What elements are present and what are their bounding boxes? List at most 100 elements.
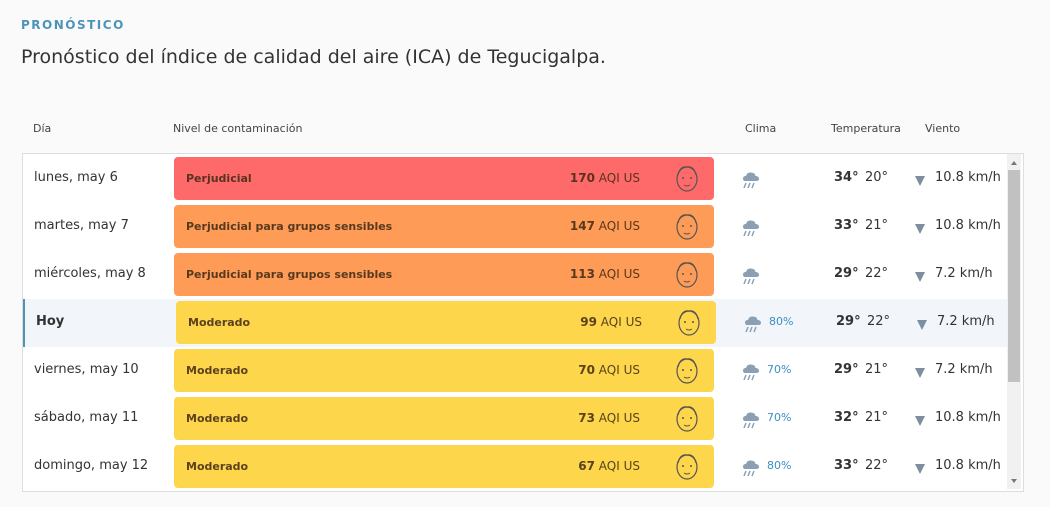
wind-direction bbox=[914, 172, 926, 191]
temp-high: 32° bbox=[834, 410, 859, 425]
wind-arrow bbox=[915, 416, 925, 426]
wind-arrow bbox=[915, 368, 925, 378]
face-icon bbox=[676, 214, 698, 240]
weather-icon bbox=[743, 364, 759, 381]
pollution-level: Moderado bbox=[188, 316, 251, 329]
weather bbox=[742, 315, 764, 337]
aqi-bar: Perjudicial 170 AQI US bbox=[174, 157, 714, 200]
forecast-row: martes, may 7 Perjudicial para grupos sen… bbox=[23, 203, 1008, 251]
pollution-level: Moderado bbox=[186, 364, 249, 377]
weather-icon bbox=[743, 412, 759, 429]
temp-low: 21° bbox=[865, 362, 889, 377]
temp-high: 29° bbox=[836, 314, 861, 329]
aqi-number: 170 bbox=[569, 171, 595, 185]
face-icon bbox=[676, 358, 698, 384]
scrollbar-thumb[interactable] bbox=[1008, 170, 1020, 382]
face-icon bbox=[676, 166, 698, 192]
page-title: Pronóstico del índice de calidad del air… bbox=[21, 46, 606, 68]
pollution-level: Perjudicial para grupos sensibles bbox=[186, 220, 393, 233]
day: martes, may 7 bbox=[34, 218, 129, 233]
column-header: Nivel de contaminación bbox=[173, 122, 303, 135]
wind-speed: 10.8 km/h bbox=[935, 218, 1001, 233]
aqi-value: 99 AQI US bbox=[580, 315, 642, 329]
wind-arrow bbox=[917, 320, 927, 330]
aqi-unit: AQI US bbox=[600, 315, 642, 329]
face-icon bbox=[676, 262, 698, 288]
temp-high: 29° bbox=[834, 362, 859, 377]
face-icon bbox=[678, 310, 700, 336]
day: sábado, may 11 bbox=[34, 410, 139, 425]
wind-speed: 10.8 km/h bbox=[935, 170, 1001, 185]
weather bbox=[740, 459, 762, 481]
pollution-level: Moderado bbox=[186, 412, 249, 425]
day: miércoles, may 8 bbox=[34, 266, 146, 281]
aqi-bar: Moderado 67 AQI US bbox=[174, 445, 714, 488]
aqi-value: 113 AQI US bbox=[570, 267, 640, 281]
aqi-bar: Perjudicial para grupos sensibles 113 AQI… bbox=[174, 253, 714, 296]
aqi-number: 147 bbox=[569, 219, 595, 233]
aqi-value: 73 AQI US bbox=[578, 411, 640, 425]
scroll-arrows bbox=[1011, 161, 1017, 483]
wind-arrow bbox=[915, 176, 925, 186]
aqi-number: 70 bbox=[578, 363, 595, 377]
aqi-unit: AQI US bbox=[598, 363, 640, 377]
rain-chance: 80% bbox=[769, 315, 794, 328]
weather-icon bbox=[743, 172, 759, 189]
face-icon bbox=[676, 406, 698, 432]
wind-speed: 10.8 km/h bbox=[935, 458, 1001, 473]
day: viernes, may 10 bbox=[34, 362, 139, 377]
face-icon bbox=[676, 454, 698, 480]
aqi-number: 73 bbox=[578, 411, 595, 425]
weather-icon bbox=[743, 220, 759, 237]
weather bbox=[740, 267, 762, 289]
face bbox=[674, 451, 700, 485]
pollution-level: Perjudicial para grupos sensibles bbox=[186, 268, 393, 281]
temp-low: 21° bbox=[865, 218, 889, 233]
weather bbox=[740, 219, 762, 241]
weather-icon bbox=[743, 268, 759, 285]
temp-high: 33° bbox=[834, 218, 859, 233]
weather-icon bbox=[743, 460, 759, 477]
forecast-table: lunes, may 6 Perjudicial 170 AQI US 34° 20° 1… bbox=[22, 153, 1024, 492]
aqi-bar: Perjudicial para grupos sensibles 147 AQI… bbox=[174, 205, 714, 248]
rain-chance: 80% bbox=[767, 459, 792, 472]
wind-arrow bbox=[915, 272, 925, 282]
wind-speed: 7.2 km/h bbox=[937, 314, 995, 329]
face bbox=[674, 211, 700, 245]
temp-low: 21° bbox=[865, 410, 889, 425]
wind-speed: 7.2 km/h bbox=[935, 266, 993, 281]
weather-icon bbox=[745, 316, 761, 333]
face bbox=[674, 259, 700, 293]
wind-arrow bbox=[915, 464, 925, 474]
column-header: Viento bbox=[925, 122, 961, 135]
temp-high: 29° bbox=[834, 266, 859, 281]
rain-chance: 70% bbox=[767, 411, 792, 424]
column-header: Temperatura bbox=[831, 122, 901, 135]
aqi-bar: Moderado 73 AQI US bbox=[174, 397, 714, 440]
pollution-level: Moderado bbox=[186, 460, 249, 473]
aqi-unit: AQI US bbox=[598, 459, 640, 473]
aqi-unit: AQI US bbox=[598, 411, 640, 425]
rain-chance: 70% bbox=[767, 363, 792, 376]
aqi-unit: AQI US bbox=[598, 267, 640, 281]
face bbox=[674, 403, 700, 437]
column-header: Día bbox=[33, 122, 52, 135]
aqi-number: 67 bbox=[578, 459, 595, 473]
aqi-bar: Moderado 70 AQI US bbox=[174, 349, 714, 392]
temp-low: 22° bbox=[865, 266, 889, 281]
weather bbox=[740, 411, 762, 433]
aqi-unit: AQI US bbox=[598, 171, 640, 185]
aqi-bar: Moderado 99 AQI US bbox=[176, 301, 716, 344]
wind-speed: 7.2 km/h bbox=[935, 362, 993, 377]
wind-direction bbox=[914, 460, 926, 479]
face bbox=[674, 355, 700, 389]
wind-direction bbox=[914, 220, 926, 239]
day: Hoy bbox=[36, 314, 65, 329]
aqi-value: 70 AQI US bbox=[578, 363, 640, 377]
column-header: Clima bbox=[745, 122, 777, 135]
wind-direction bbox=[914, 412, 926, 431]
wind-arrow bbox=[915, 224, 925, 234]
aqi-number: 99 bbox=[580, 315, 597, 329]
forecast-row: domingo, may 12 Moderado 67 AQI US 80% 33° 22… bbox=[23, 443, 1008, 491]
